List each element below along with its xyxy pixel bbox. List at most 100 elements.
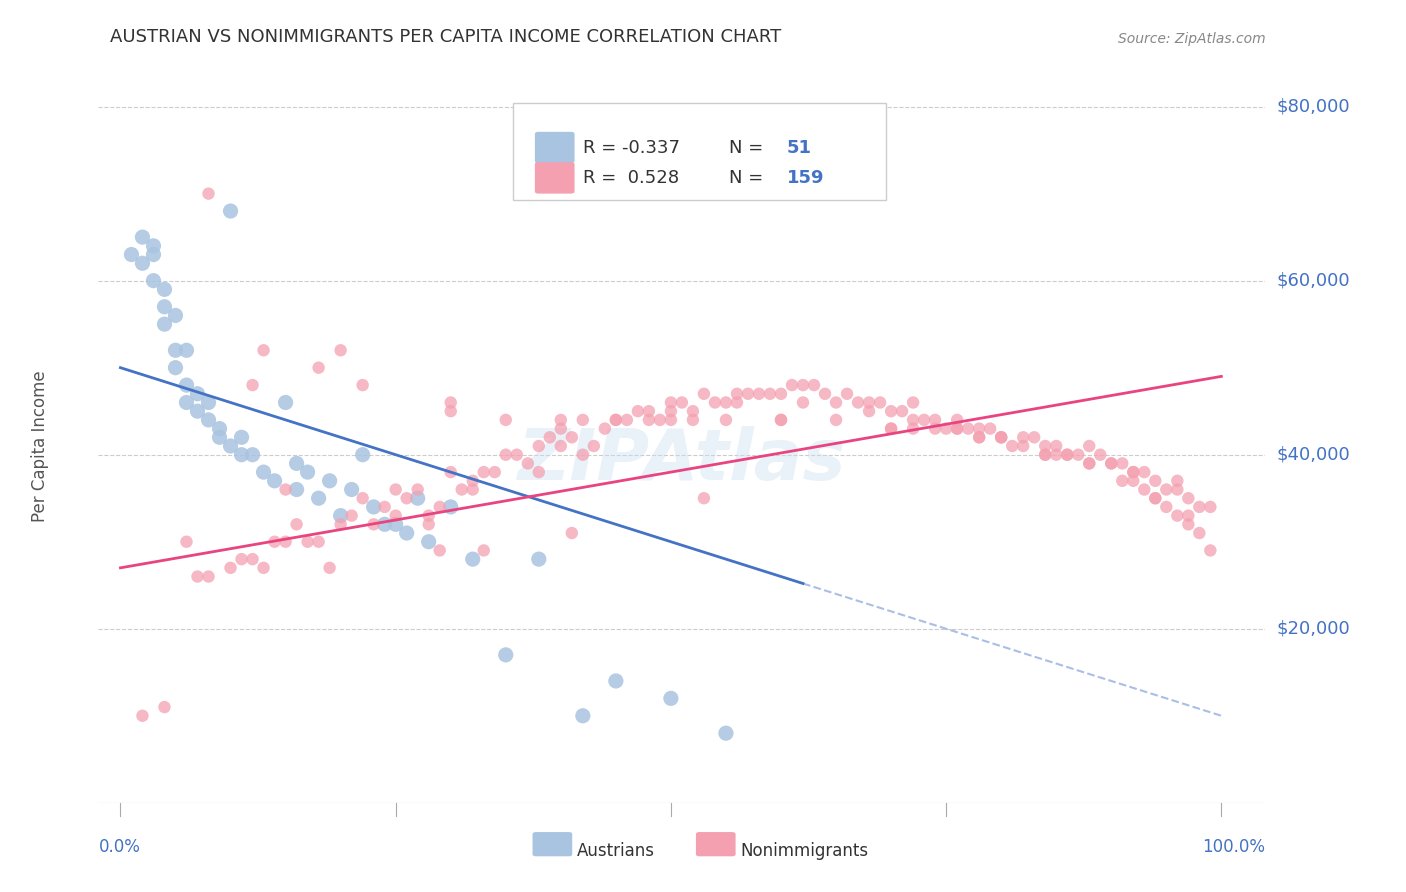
Point	[1056, 448, 1078, 462]
FancyBboxPatch shape	[533, 832, 572, 856]
Point	[572, 708, 595, 723]
Point	[242, 378, 264, 392]
Point	[561, 526, 583, 541]
Point	[880, 421, 903, 435]
Point	[231, 430, 253, 444]
Point	[165, 343, 187, 358]
Point	[748, 386, 770, 401]
Text: 100.0%: 100.0%	[1202, 838, 1265, 856]
Point	[1090, 448, 1112, 462]
Point	[1099, 457, 1122, 471]
Text: $60,000: $60,000	[1277, 272, 1350, 290]
Point	[406, 483, 429, 497]
Point	[1078, 457, 1101, 471]
Point	[572, 448, 595, 462]
Point	[252, 343, 274, 358]
Point	[891, 404, 914, 418]
Point	[429, 543, 451, 558]
Point	[957, 421, 980, 435]
Point	[682, 413, 704, 427]
Point	[725, 395, 748, 409]
Point	[165, 360, 187, 375]
Point	[1001, 439, 1024, 453]
Point	[946, 421, 969, 435]
Point	[329, 508, 352, 523]
Point	[550, 413, 572, 427]
Point	[219, 561, 242, 575]
Point	[803, 378, 825, 392]
Point	[231, 552, 253, 566]
Point	[605, 673, 627, 688]
Text: ZIPAtlas: ZIPAtlas	[517, 425, 846, 495]
Point	[1078, 439, 1101, 453]
Point	[308, 534, 330, 549]
Point	[165, 309, 187, 323]
Point	[901, 395, 924, 409]
Point	[682, 404, 704, 418]
Point	[693, 386, 716, 401]
Point	[285, 517, 308, 532]
Point	[1033, 448, 1056, 462]
Point	[527, 552, 550, 566]
Point	[990, 430, 1012, 444]
Point	[572, 413, 595, 427]
Point	[252, 561, 274, 575]
Point	[440, 465, 463, 479]
Point	[197, 186, 219, 201]
Point	[297, 534, 319, 549]
Point	[340, 483, 363, 497]
Point	[461, 483, 484, 497]
Point	[263, 534, 285, 549]
Point	[1122, 465, 1144, 479]
Point	[1067, 448, 1090, 462]
Point	[153, 700, 176, 714]
Point	[1188, 526, 1211, 541]
Text: Austrians: Austrians	[576, 842, 655, 860]
FancyBboxPatch shape	[513, 103, 886, 200]
Point	[1056, 448, 1078, 462]
Point	[384, 483, 406, 497]
Point	[901, 421, 924, 435]
Point	[1012, 439, 1035, 453]
Point	[1045, 439, 1067, 453]
Point	[1188, 500, 1211, 514]
Point	[263, 474, 285, 488]
Point	[384, 517, 406, 532]
Point	[197, 395, 219, 409]
Text: N =: N =	[728, 169, 763, 187]
Point	[429, 500, 451, 514]
Point	[352, 491, 374, 506]
Point	[252, 465, 274, 479]
Point	[352, 378, 374, 392]
Point	[219, 439, 242, 453]
Point	[527, 465, 550, 479]
Point	[329, 517, 352, 532]
Point	[418, 517, 440, 532]
Point	[648, 413, 671, 427]
Point	[440, 500, 463, 514]
Point	[1156, 483, 1178, 497]
Point	[495, 448, 517, 462]
Point	[792, 378, 814, 392]
Point	[979, 421, 1001, 435]
Point	[340, 508, 363, 523]
Point	[725, 386, 748, 401]
Point	[363, 500, 385, 514]
Point	[659, 413, 682, 427]
Point	[384, 508, 406, 523]
Point	[1033, 439, 1056, 453]
Point	[472, 543, 495, 558]
Point	[131, 708, 153, 723]
Point	[946, 421, 969, 435]
Point	[142, 239, 165, 253]
Point	[527, 439, 550, 453]
Point	[550, 439, 572, 453]
Point	[176, 534, 198, 549]
Point	[363, 517, 385, 532]
Point	[769, 386, 792, 401]
Point	[395, 491, 418, 506]
Point	[352, 448, 374, 462]
Point	[153, 282, 176, 296]
Point	[285, 483, 308, 497]
Text: R = -0.337: R = -0.337	[582, 138, 679, 156]
